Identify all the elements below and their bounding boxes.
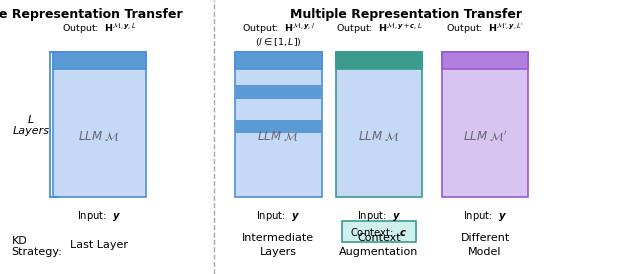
Text: Multiple Representation Transfer: Multiple Representation Transfer: [291, 8, 522, 21]
Bar: [335, 52, 422, 69]
Text: Last Layer: Last Layer: [70, 240, 128, 250]
Text: Input:  $\boldsymbol{y}$: Input: $\boldsymbol{y}$: [463, 209, 508, 224]
Text: Output:  $\mathbf{H}^{\mathcal{M},\boldsymbol{y}+\boldsymbol{c},L}$: Output: $\mathbf{H}^{\mathcal{M},\boldsy…: [335, 21, 422, 36]
Text: Output:  $\mathbf{H}^{\mathcal{M},\boldsymbol{y},L}$: Output: $\mathbf{H}^{\mathcal{M},\boldsy…: [62, 21, 136, 36]
Text: Context:  $\boldsymbol{c}$: Context: $\boldsymbol{c}$: [351, 226, 407, 238]
Text: LLM $\mathcal{M}$: LLM $\mathcal{M}$: [358, 129, 400, 143]
Bar: [236, 52, 321, 69]
Text: $(l \in [1, L])$: $(l \in [1, L])$: [255, 36, 302, 48]
Text: LLM $\mathcal{M}$: LLM $\mathcal{M}$: [78, 129, 120, 143]
Bar: [236, 52, 321, 197]
Text: Input:  $\boldsymbol{y}$: Input: $\boldsymbol{y}$: [256, 209, 301, 224]
Text: $L$
Layers: $L$ Layers: [12, 113, 49, 136]
Text: KD
Strategy:: KD Strategy:: [12, 236, 62, 257]
Bar: [442, 52, 529, 197]
Text: Intermediate
Layers: Intermediate Layers: [243, 233, 314, 257]
Text: LLM $\mathcal{M}$: LLM $\mathcal{M}$: [257, 129, 300, 143]
Text: Output:  $\mathbf{H}^{\mathcal{M},\boldsymbol{y},l}$: Output: $\mathbf{H}^{\mathcal{M},\boldsy…: [242, 21, 315, 36]
Bar: [342, 221, 416, 242]
Text: Input:  $\boldsymbol{y}$: Input: $\boldsymbol{y}$: [77, 209, 122, 224]
Bar: [53, 52, 146, 69]
Bar: [335, 52, 422, 197]
Bar: [236, 120, 321, 133]
Text: Single Representation Transfer: Single Representation Transfer: [0, 8, 183, 21]
Text: Input:  $\boldsymbol{y}$: Input: $\boldsymbol{y}$: [356, 209, 401, 224]
Text: Different
Model: Different Model: [461, 233, 509, 257]
Bar: [236, 85, 321, 99]
Bar: [53, 52, 146, 197]
Text: Context
Augmentation: Context Augmentation: [339, 233, 419, 257]
Text: LLM $\mathcal{M}'$: LLM $\mathcal{M}'$: [463, 129, 508, 144]
Text: Output:  $\mathbf{H}^{\mathcal{M}',\boldsymbol{y},L'}$: Output: $\mathbf{H}^{\mathcal{M}',\bolds…: [446, 21, 524, 36]
Bar: [442, 52, 529, 69]
